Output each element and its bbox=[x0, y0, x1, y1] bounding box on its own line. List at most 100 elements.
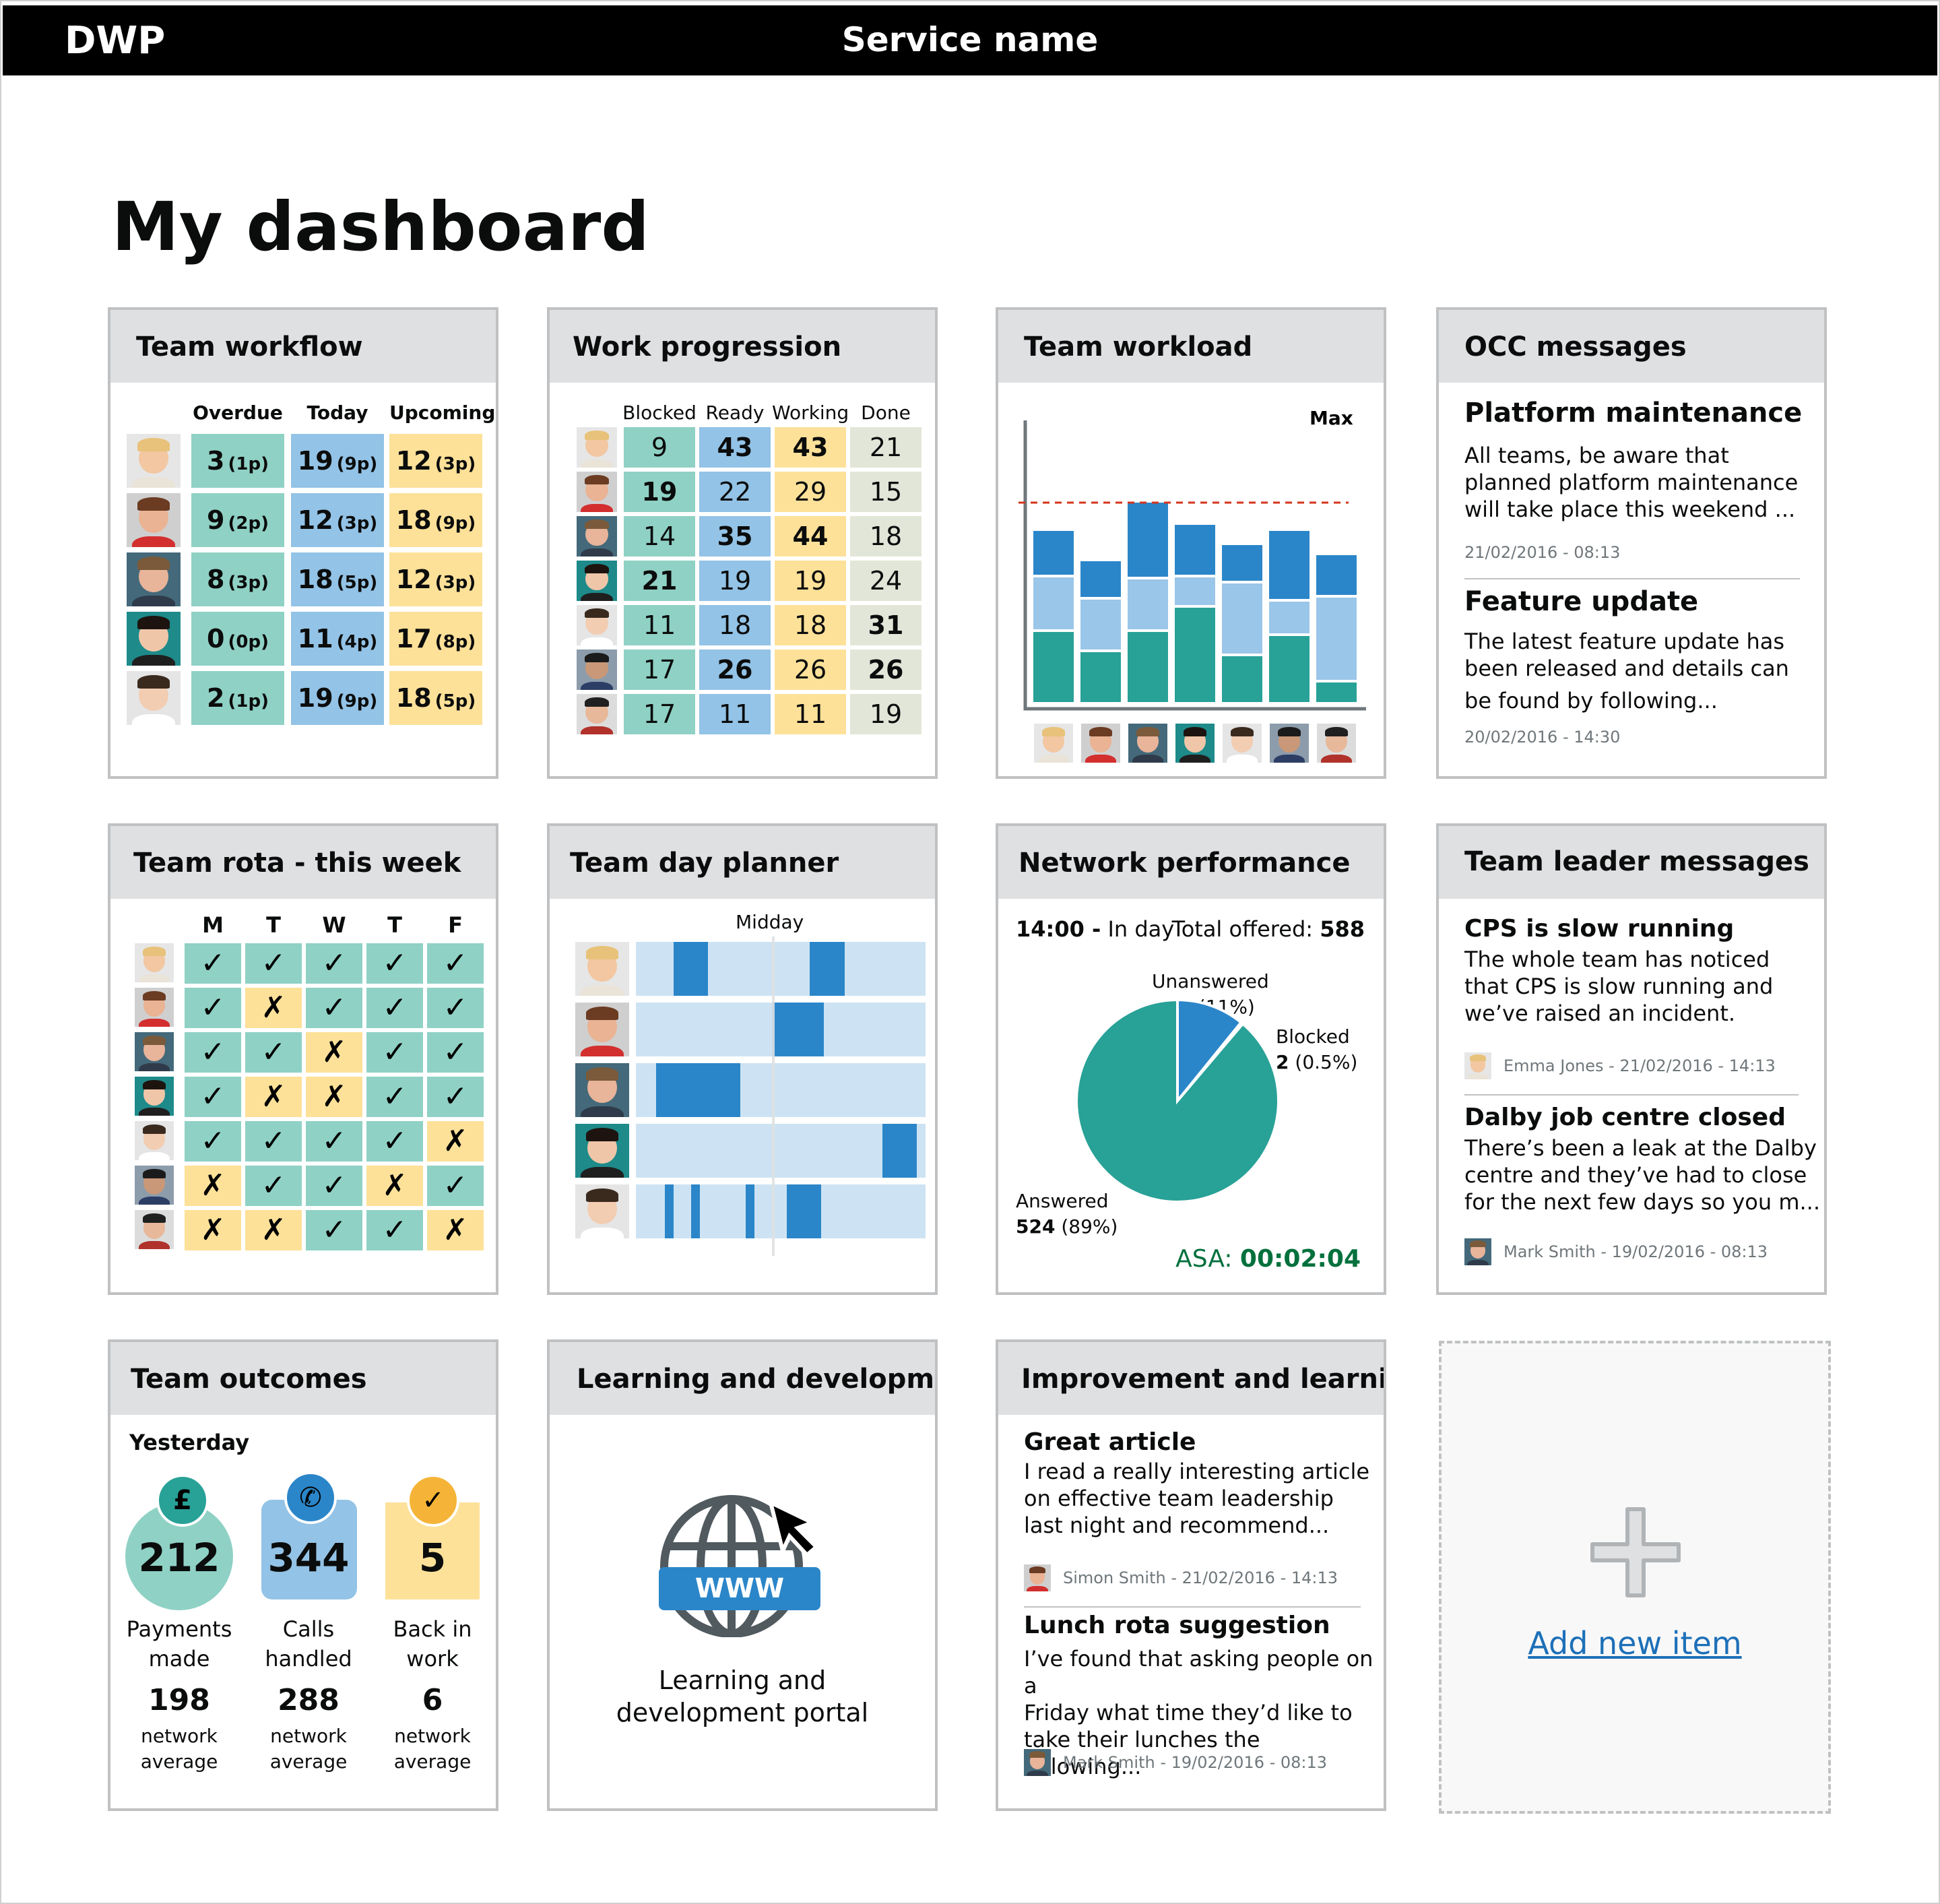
rota-tick[interactable]: ✓ bbox=[245, 1032, 302, 1073]
workload-bar-segment[interactable] bbox=[1033, 577, 1074, 629]
workload-bar-segment[interactable] bbox=[1033, 632, 1074, 702]
workflow-cell[interactable]: 8 (3p) bbox=[191, 552, 284, 606]
workload-bar-segment[interactable] bbox=[1175, 608, 1215, 702]
avatar[interactable] bbox=[135, 1210, 174, 1249]
avatar[interactable] bbox=[577, 427, 617, 468]
add-new-item-tile[interactable]: Add new item bbox=[1439, 1341, 1831, 1814]
progression-cell[interactable]: 29 bbox=[775, 472, 846, 512]
workload-bar-segment[interactable] bbox=[1128, 579, 1168, 629]
pie-slice[interactable] bbox=[1176, 998, 1243, 1105]
progression-cell[interactable]: 43 bbox=[699, 427, 771, 468]
learning-development-card[interactable]: Learning and development WWW Learning an… bbox=[547, 1339, 938, 1811]
workload-bar-segment[interactable] bbox=[1269, 602, 1310, 633]
planner-slot[interactable] bbox=[673, 942, 709, 996]
progression-cell[interactable]: 17 bbox=[624, 694, 695, 734]
team-outcomes-card[interactable]: Team outcomes Yesterday £ 212 Payments ma… bbox=[108, 1339, 498, 1811]
workflow-cell[interactable]: 0 (0p) bbox=[191, 612, 284, 666]
workload-bar-segment[interactable] bbox=[1033, 531, 1074, 575]
progression-cell[interactable]: 35 bbox=[699, 516, 771, 557]
progression-cell[interactable]: 19 bbox=[624, 472, 695, 512]
progression-cell[interactable]: 18 bbox=[699, 605, 771, 645]
workflow-cell[interactable]: 19 (9p) bbox=[291, 671, 384, 725]
avatar[interactable] bbox=[575, 1184, 629, 1238]
rota-tick[interactable]: ✓ bbox=[366, 1121, 423, 1162]
avatar[interactable] bbox=[135, 1032, 174, 1071]
rota-tick[interactable]: ✓ bbox=[366, 943, 423, 984]
avatar[interactable] bbox=[1223, 724, 1262, 763]
workload-bar-segment[interactable] bbox=[1222, 656, 1262, 702]
progression-cell[interactable]: 24 bbox=[850, 561, 922, 601]
rota-cross[interactable]: ✗ bbox=[185, 1166, 241, 1206]
workload-bar-segment[interactable] bbox=[1080, 561, 1121, 597]
progression-cell[interactable]: 26 bbox=[775, 649, 846, 690]
rota-cross[interactable]: ✗ bbox=[306, 1077, 362, 1117]
team-leader-messages-card[interactable]: Team leader messages CPS is slow running… bbox=[1436, 823, 1827, 1295]
avatar[interactable] bbox=[127, 493, 181, 547]
avatar[interactable] bbox=[1317, 724, 1356, 763]
rota-tick[interactable]: ✓ bbox=[306, 988, 362, 1028]
progression-cell[interactable]: 11 bbox=[775, 694, 846, 734]
occ-messages-card[interactable]: OCC messages Platform maintenance All te… bbox=[1436, 307, 1827, 779]
progression-cell[interactable]: 31 bbox=[850, 605, 922, 645]
rota-tick[interactable]: ✓ bbox=[245, 1121, 302, 1162]
rota-cross[interactable]: ✗ bbox=[306, 1032, 362, 1073]
avatar[interactable] bbox=[135, 1166, 174, 1205]
rota-tick[interactable]: ✓ bbox=[185, 1077, 241, 1117]
rota-tick[interactable]: ✓ bbox=[366, 1032, 423, 1073]
planner-bar[interactable] bbox=[636, 942, 926, 996]
progression-cell[interactable]: 19 bbox=[699, 561, 771, 601]
message-title[interactable]: Dalby job centre closed bbox=[1464, 1104, 1786, 1131]
workflow-cell[interactable]: 11 (4p) bbox=[291, 612, 384, 666]
progression-cell[interactable]: 43 bbox=[775, 427, 846, 468]
avatar[interactable] bbox=[575, 1003, 629, 1056]
learning-portal-link[interactable]: Learning and development portal bbox=[616, 1665, 869, 1727]
avatar[interactable] bbox=[1081, 724, 1120, 763]
workload-bar-segment[interactable] bbox=[1316, 683, 1357, 702]
planner-slot[interactable] bbox=[690, 1184, 700, 1238]
workflow-cell[interactable]: 12 (3p) bbox=[389, 552, 482, 606]
avatar[interactable] bbox=[1270, 724, 1309, 763]
workload-bar-segment[interactable] bbox=[1269, 531, 1310, 599]
workflow-cell[interactable]: 17 (8p) bbox=[389, 612, 482, 666]
workflow-cell[interactable]: 2 (1p) bbox=[191, 671, 284, 725]
workload-bar-segment[interactable] bbox=[1269, 636, 1310, 702]
avatar[interactable] bbox=[135, 1121, 174, 1160]
dwp-logo[interactable]: DWP bbox=[65, 19, 166, 63]
workflow-cell[interactable]: 18 (9p) bbox=[389, 493, 482, 547]
workload-bar-segment[interactable] bbox=[1316, 598, 1357, 680]
rota-tick[interactable]: ✓ bbox=[366, 988, 423, 1028]
progression-cell[interactable]: 26 bbox=[850, 649, 922, 690]
message-title[interactable]: CPS is slow running bbox=[1464, 915, 1735, 943]
message-title[interactable]: Lunch rota suggestion bbox=[1024, 1612, 1330, 1639]
avatar[interactable] bbox=[577, 561, 617, 601]
avatar[interactable] bbox=[1175, 724, 1215, 763]
workload-bar-segment[interactable] bbox=[1222, 583, 1262, 654]
rota-tick[interactable]: ✓ bbox=[306, 1166, 362, 1206]
workflow-cell[interactable]: 9 (2p) bbox=[191, 493, 284, 547]
network-performance-card[interactable]: Network performance 14:00 - In day Total… bbox=[996, 823, 1386, 1295]
workload-bar-segment[interactable] bbox=[1222, 545, 1262, 581]
planner-slot[interactable] bbox=[746, 1184, 755, 1238]
progression-cell[interactable]: 22 bbox=[699, 472, 771, 512]
rota-tick[interactable]: ✓ bbox=[427, 1032, 484, 1073]
progression-cell[interactable]: 19 bbox=[850, 694, 922, 734]
workload-bar-segment[interactable] bbox=[1080, 652, 1121, 702]
rota-tick[interactable]: ✓ bbox=[185, 988, 241, 1028]
team-day-planner-card[interactable]: Team day planner Midday bbox=[547, 823, 938, 1295]
avatar[interactable] bbox=[135, 1077, 174, 1116]
avatar[interactable] bbox=[135, 943, 174, 982]
planner-slot[interactable] bbox=[772, 1003, 825, 1056]
progression-cell[interactable]: 9 bbox=[624, 427, 695, 468]
rota-tick[interactable]: ✓ bbox=[306, 1210, 362, 1250]
message-title[interactable]: Platform maintenance bbox=[1464, 398, 1803, 429]
planner-bar[interactable] bbox=[636, 1184, 926, 1238]
workflow-cell[interactable]: 3 (1p) bbox=[191, 434, 284, 488]
progression-cell[interactable]: 15 bbox=[850, 472, 922, 512]
rota-cross[interactable]: ✗ bbox=[185, 1210, 241, 1250]
add-new-item-link[interactable]: Add new item bbox=[1528, 1625, 1742, 1661]
progression-cell[interactable]: 44 bbox=[775, 516, 846, 557]
message-title[interactable]: Great article bbox=[1024, 1428, 1196, 1456]
avatar[interactable] bbox=[127, 552, 181, 606]
rota-tick[interactable]: ✓ bbox=[306, 943, 362, 984]
message-title[interactable]: Feature update bbox=[1464, 586, 1699, 617]
